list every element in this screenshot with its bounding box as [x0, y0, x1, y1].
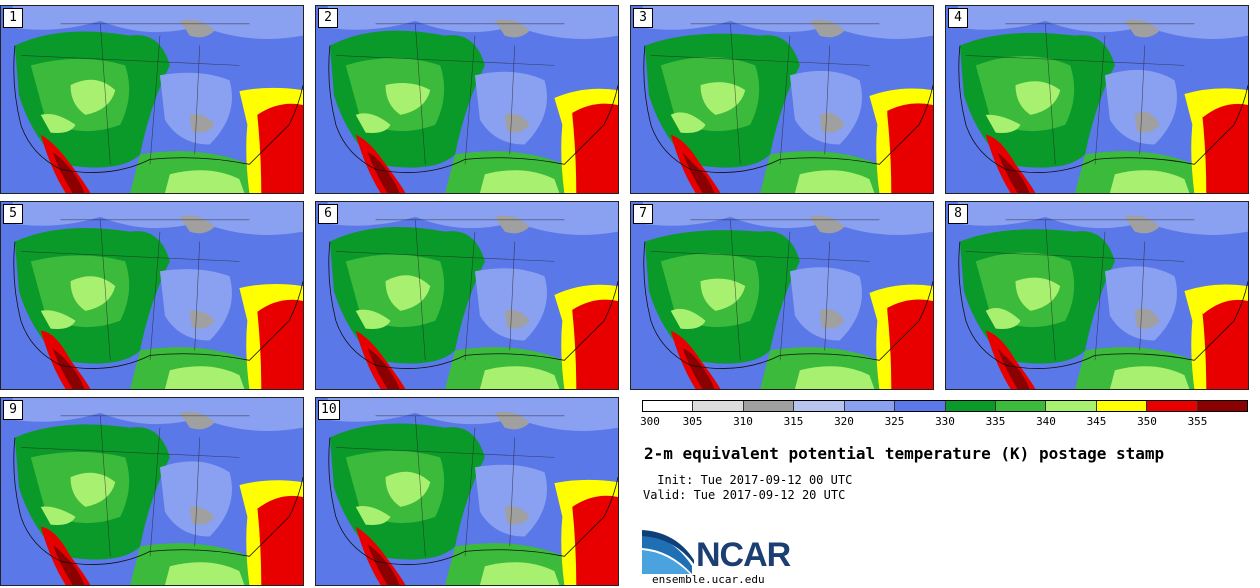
colorbar-segment: [743, 401, 795, 411]
website-url: ensemble.ucar.edu: [652, 573, 765, 586]
colorbar-labels: 300 305 310 315 320 325 330 335 340 345 350 355: [640, 415, 1248, 431]
theta-e-map: [316, 202, 618, 389]
theta-e-map: [631, 202, 933, 389]
init-time: Init: Tue 2017-09-12 00 UTC: [650, 473, 853, 487]
colorbar-tick-label: 305: [682, 415, 703, 428]
member-number-label: 3: [633, 8, 653, 28]
postage-stamp-map: 4: [945, 5, 1249, 194]
postage-stamp-map: 5: [0, 201, 304, 390]
member-number-label: 5: [3, 204, 23, 224]
colorbar-segment: [1147, 401, 1198, 411]
member-number-label: 2: [318, 8, 338, 28]
theta-e-map: [316, 398, 618, 585]
postage-stamp-map: 10: [315, 397, 619, 586]
colorbar-tick-label: 345: [1086, 415, 1107, 428]
colorbar-segment: [945, 401, 996, 411]
theta-e-map: [946, 6, 1248, 193]
plot-title: 2-m equivalent potential temperature (K)…: [644, 444, 1165, 463]
member-number-label: 7: [633, 204, 653, 224]
colorbar-tick-label: 330: [935, 415, 955, 428]
colorbar-tick-label: 320: [834, 415, 854, 428]
colorbar-segment: [1096, 401, 1148, 411]
colorbar-tick-label: 325: [884, 415, 905, 428]
colorbar-segment: [643, 401, 694, 411]
colorbar-tick-label: 310: [733, 415, 753, 428]
member-number-label: 9: [3, 400, 23, 420]
colorbar-tick-label: 335: [985, 415, 1006, 428]
colorbar-segment: [794, 401, 845, 411]
postage-stamp-map: 1: [0, 5, 304, 194]
colorbar-segment: [895, 401, 946, 411]
member-number-label: 10: [318, 400, 340, 420]
colorbar-segment: [1046, 401, 1097, 411]
member-number-label: 6: [318, 204, 338, 224]
ncar-logo-text: NCAR: [696, 536, 791, 574]
colorbar-segment: [1197, 401, 1248, 411]
theta-e-map: [316, 6, 618, 193]
postage-stamp-map: 7: [630, 201, 934, 390]
postage-stamp-map: 3: [630, 5, 934, 194]
colorbar-segment: [693, 401, 744, 411]
colorbar: [642, 400, 1248, 412]
theta-e-map: [1, 6, 303, 193]
postage-stamp-map: 9: [0, 397, 304, 586]
ncar-logo-icon: [642, 530, 694, 574]
theta-e-map: [1, 202, 303, 389]
member-number-label: 8: [948, 204, 968, 224]
colorbar-tick-label: 355: [1187, 415, 1208, 428]
colorbar-segment: [844, 401, 896, 411]
colorbar-tick-label: 315: [783, 415, 804, 428]
member-number-label: 4: [948, 8, 968, 28]
member-number-label: 1: [3, 8, 23, 28]
colorbar-tick-label: 340: [1036, 415, 1056, 428]
colorbar-segment: [995, 401, 1047, 411]
colorbar-tick-label: 300: [640, 415, 660, 428]
postage-stamp-map: 2: [315, 5, 619, 194]
theta-e-map: [946, 202, 1248, 389]
theta-e-map: [631, 6, 933, 193]
theta-e-map: [1, 398, 303, 585]
postage-stamp-map: 8: [945, 201, 1249, 390]
colorbar-tick-label: 350: [1137, 415, 1157, 428]
postage-stamp-map: 6: [315, 201, 619, 390]
valid-time: Valid: Tue 2017-09-12 20 UTC: [643, 488, 846, 502]
